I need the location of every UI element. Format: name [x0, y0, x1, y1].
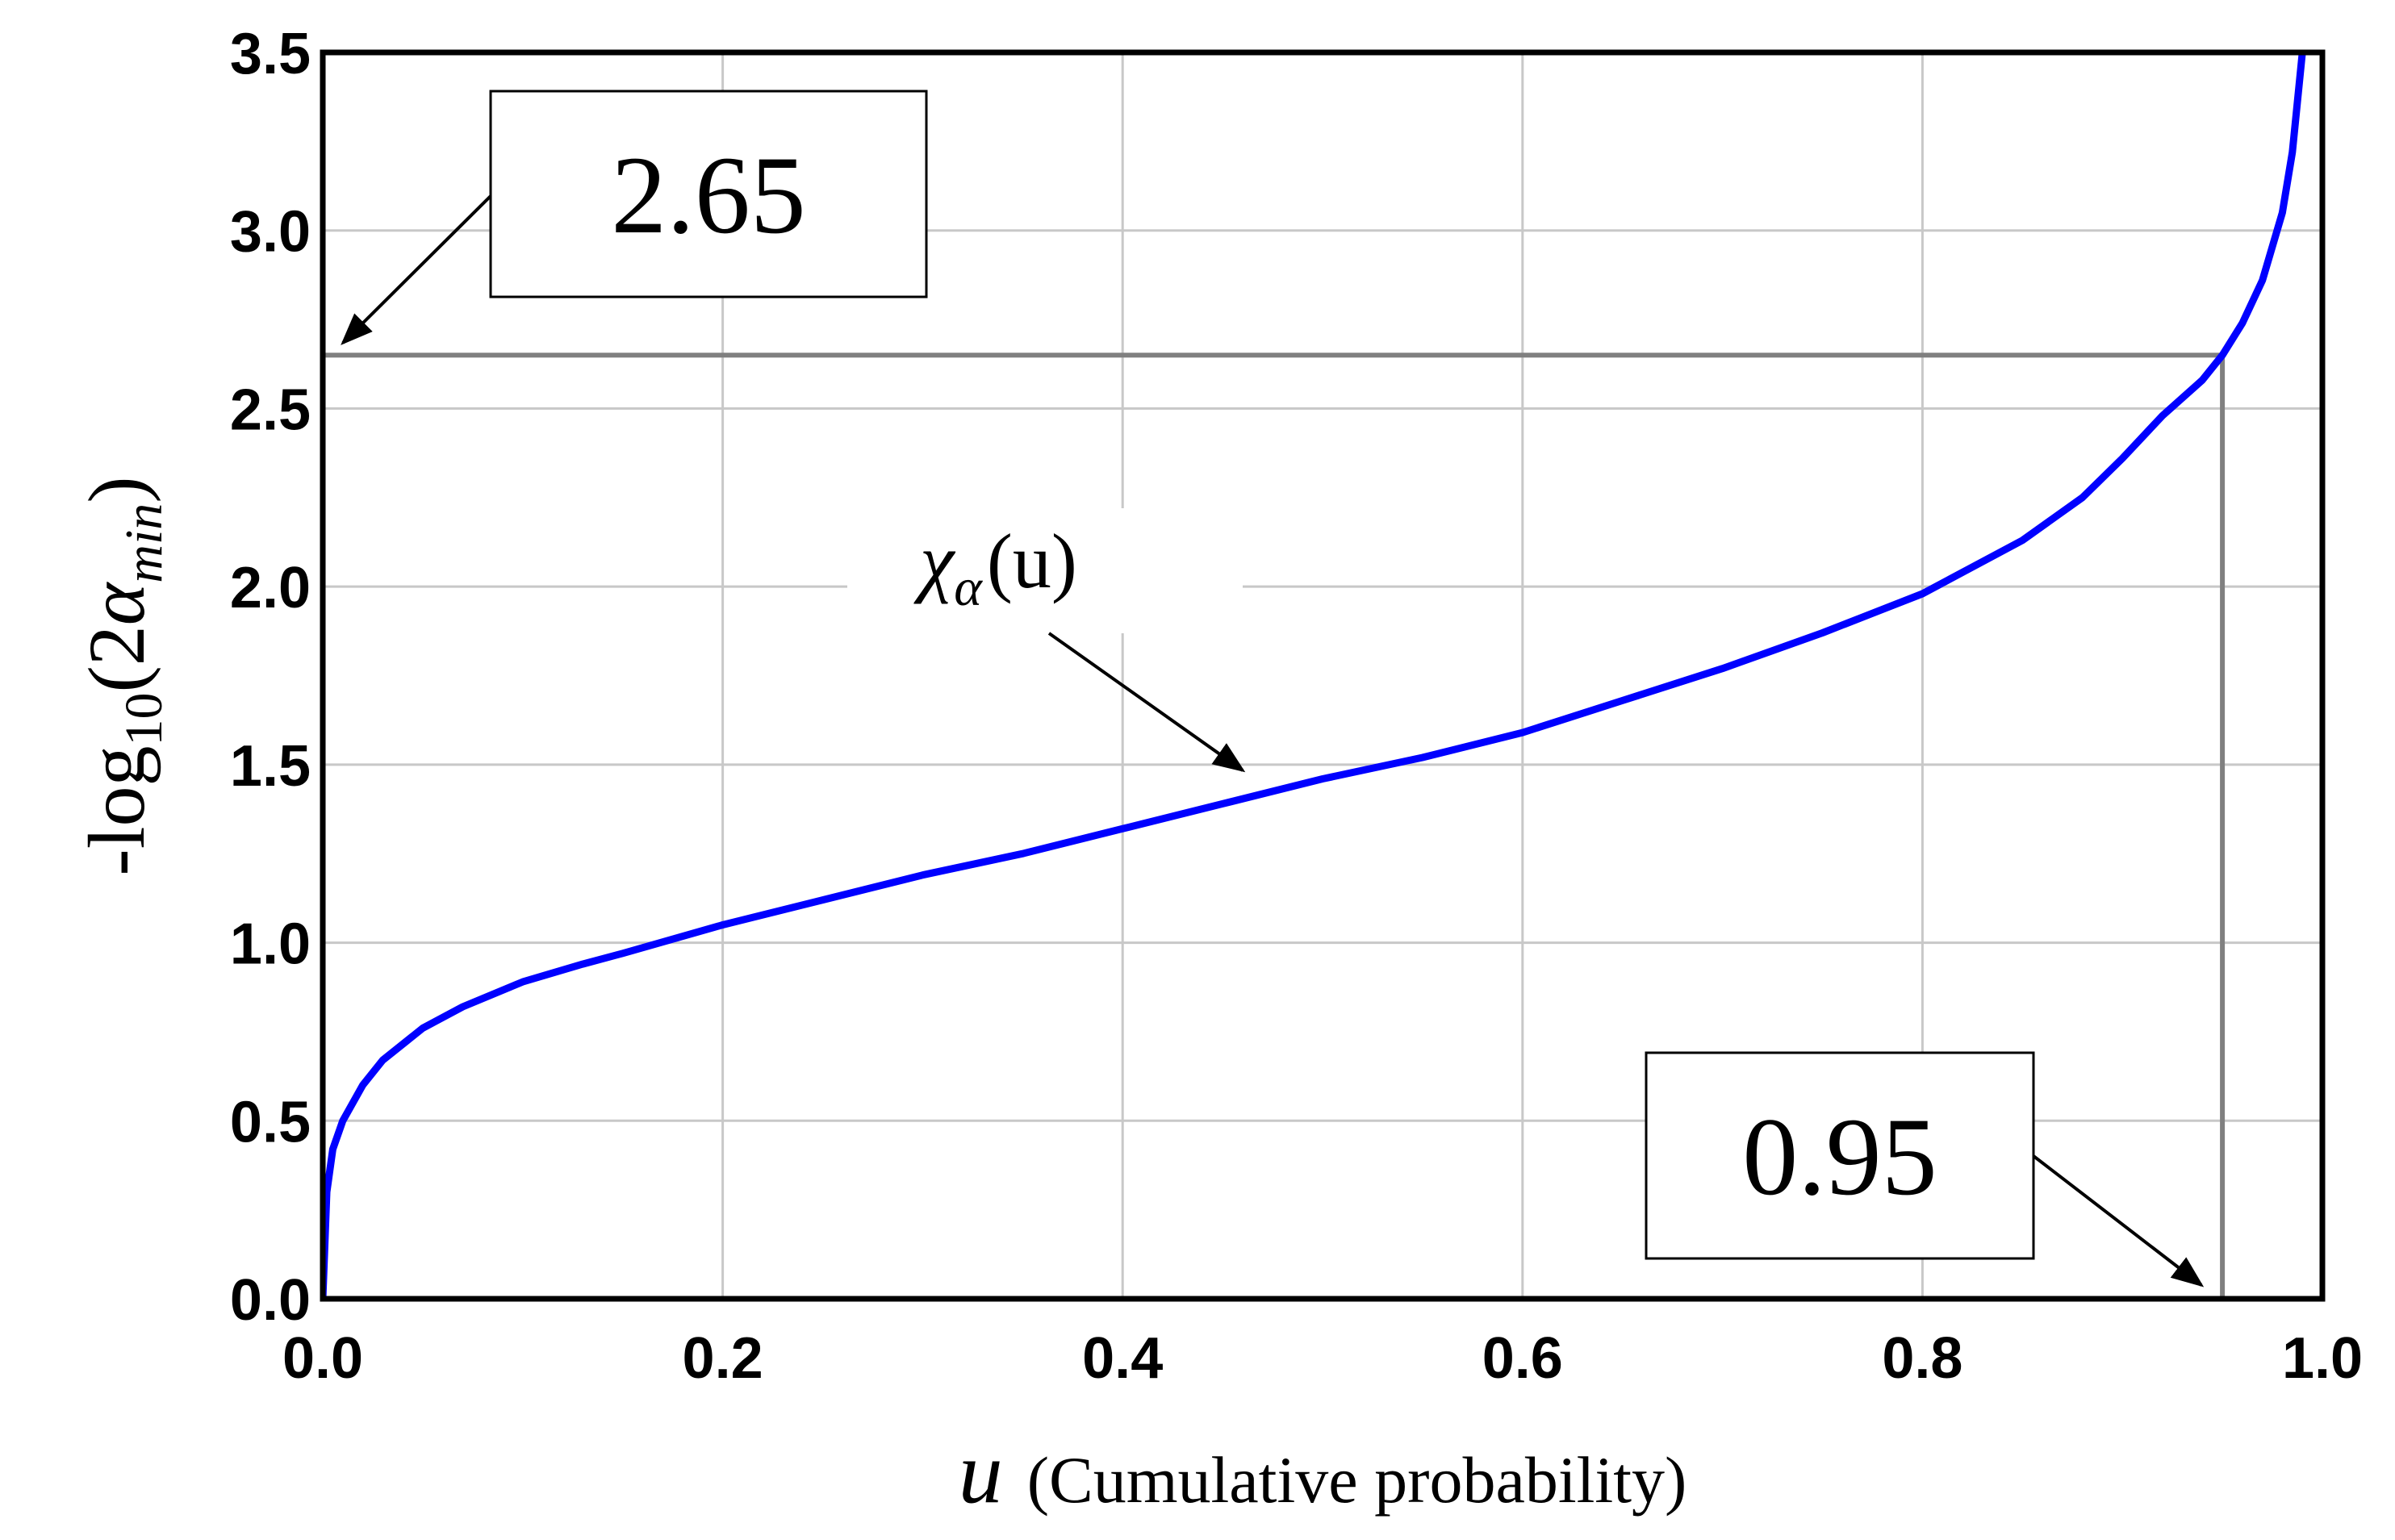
- y-tick-label: 0.0: [230, 1268, 311, 1333]
- y-label-close: ): [72, 476, 161, 503]
- y-tick-label: 2.0: [230, 556, 311, 620]
- y-tick-label: 3.5: [230, 22, 311, 86]
- x-tick-label: 0.8: [1882, 1326, 1962, 1391]
- y-label-prefix: -log: [72, 746, 161, 876]
- y-label-sub: 10: [115, 693, 173, 746]
- y-tick-label: 1.0: [230, 912, 311, 977]
- x-tick-label: 1.0: [2282, 1326, 2363, 1391]
- x-reference-value: 0.95: [1742, 1095, 1937, 1218]
- y-tick-labels: 0.0 0.5 1.0 1.5 2.0 2.5 3.0 3.5: [230, 22, 311, 1333]
- y-reference-arrow: [341, 194, 492, 345]
- x-tick-labels: 0.0 0.2 0.4 0.6 0.8 1.0: [282, 1326, 2363, 1391]
- curve-label-arg: (u): [987, 518, 1077, 604]
- x-label-text: (Cumulative probability): [1027, 1443, 1687, 1517]
- y-tick-label: 2.5: [230, 378, 311, 442]
- x-tick-label: 0.0: [282, 1326, 363, 1391]
- y-tick-label: 0.5: [230, 1090, 311, 1154]
- y-tick-label: 3.0: [230, 200, 311, 265]
- x-tick-label: 0.2: [683, 1326, 763, 1391]
- curve-label-sub: α: [954, 558, 983, 617]
- y-label-alpha-sub: min: [115, 503, 173, 583]
- x-axis-label: u (Cumulative probability): [959, 1423, 1687, 1521]
- y-reference-value: 2.65: [611, 133, 806, 257]
- y-axis-label: -log10(2αmin): [72, 476, 173, 875]
- y-label-alpha: α: [72, 581, 161, 625]
- x-reference-box: [1645, 1051, 2035, 1260]
- curve-label-arrow: [1047, 632, 1246, 773]
- curve-label-main: χ: [913, 518, 956, 604]
- y-reference-box: [489, 90, 928, 298]
- x-tick-label: 0.6: [1482, 1326, 1563, 1391]
- y-label-open: (2: [72, 625, 161, 692]
- x-tick-label: 0.4: [1082, 1326, 1163, 1391]
- y-tick-label: 1.5: [230, 734, 311, 799]
- reference-lines: [323, 353, 2226, 1299]
- curve-label-background: [847, 508, 1243, 633]
- plot-frame: [320, 49, 2326, 1302]
- x-label-var: u: [959, 1423, 1003, 1521]
- chi-alpha-curve: [323, 52, 2306, 1299]
- x-reference-arrow: [2032, 1154, 2205, 1288]
- curve-label: χα(u): [913, 518, 1077, 617]
